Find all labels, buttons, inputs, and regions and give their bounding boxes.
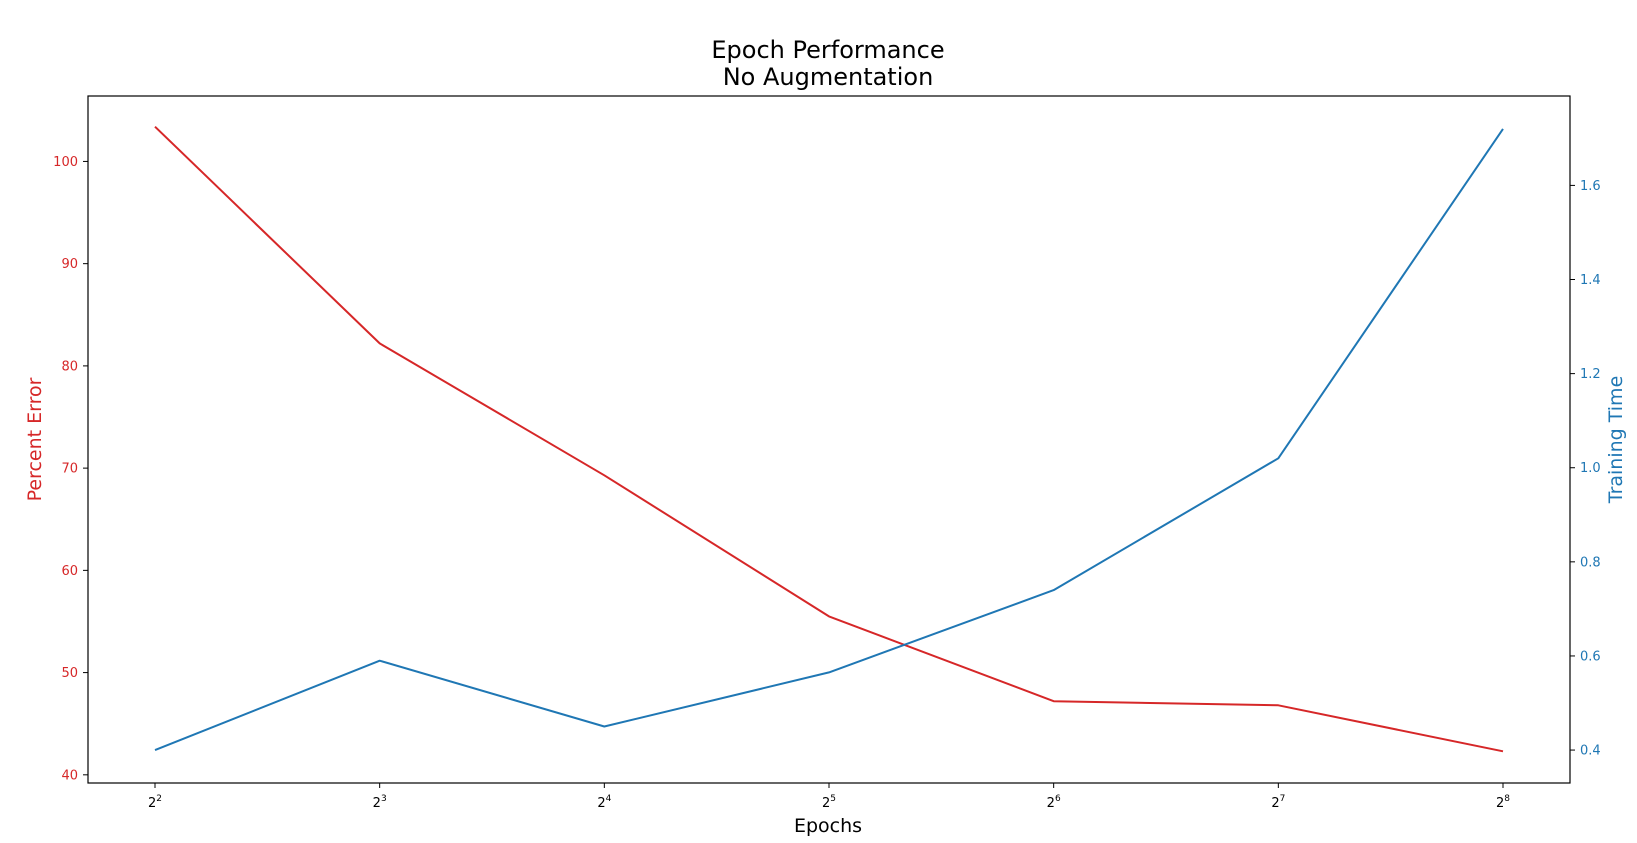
y-left-tick-label: 80 <box>61 359 78 374</box>
x-tick-label: 27 <box>1271 794 1285 811</box>
x-axis-label: Epochs <box>794 815 862 837</box>
x-tick-label: 23 <box>373 794 387 811</box>
y-right-tick-label: 0.6 <box>1580 649 1601 664</box>
y-left-tick-label: 50 <box>61 666 78 681</box>
percent-error-line <box>154 125 1504 753</box>
y-right-tick-label: 0.8 <box>1580 555 1601 570</box>
y-right-tick-label: 0.4 <box>1580 744 1601 759</box>
chart-title-line1: Epoch Performance <box>711 36 944 64</box>
y-right-tick-label: 1.6 <box>1580 179 1601 194</box>
y-right-tick-label: 1.2 <box>1580 367 1601 382</box>
y-left-tick-label: 60 <box>61 564 78 579</box>
y-left-tick-label: 100 <box>53 155 78 170</box>
y-left-tick-label: 90 <box>61 257 78 272</box>
training-time-line <box>154 128 1504 752</box>
y-right-axis-label: Training Time <box>1605 376 1627 505</box>
x-tick-label: 22 <box>148 794 162 811</box>
x-tick-label: 28 <box>1496 794 1510 811</box>
y-left-tick-label: 40 <box>61 768 78 783</box>
y-right-tick-label: 1.4 <box>1580 273 1601 288</box>
x-tick-label: 26 <box>1047 794 1061 811</box>
y-left-axis-label: Percent Error <box>24 377 46 501</box>
plot-frame <box>87 95 1571 784</box>
y-right-tick-label: 1.0 <box>1580 461 1601 476</box>
chart-title-line2: No Augmentation <box>723 63 934 91</box>
x-tick-label: 25 <box>822 794 836 811</box>
x-tick-label: 24 <box>597 794 611 811</box>
y-left-tick-label: 70 <box>61 462 78 477</box>
